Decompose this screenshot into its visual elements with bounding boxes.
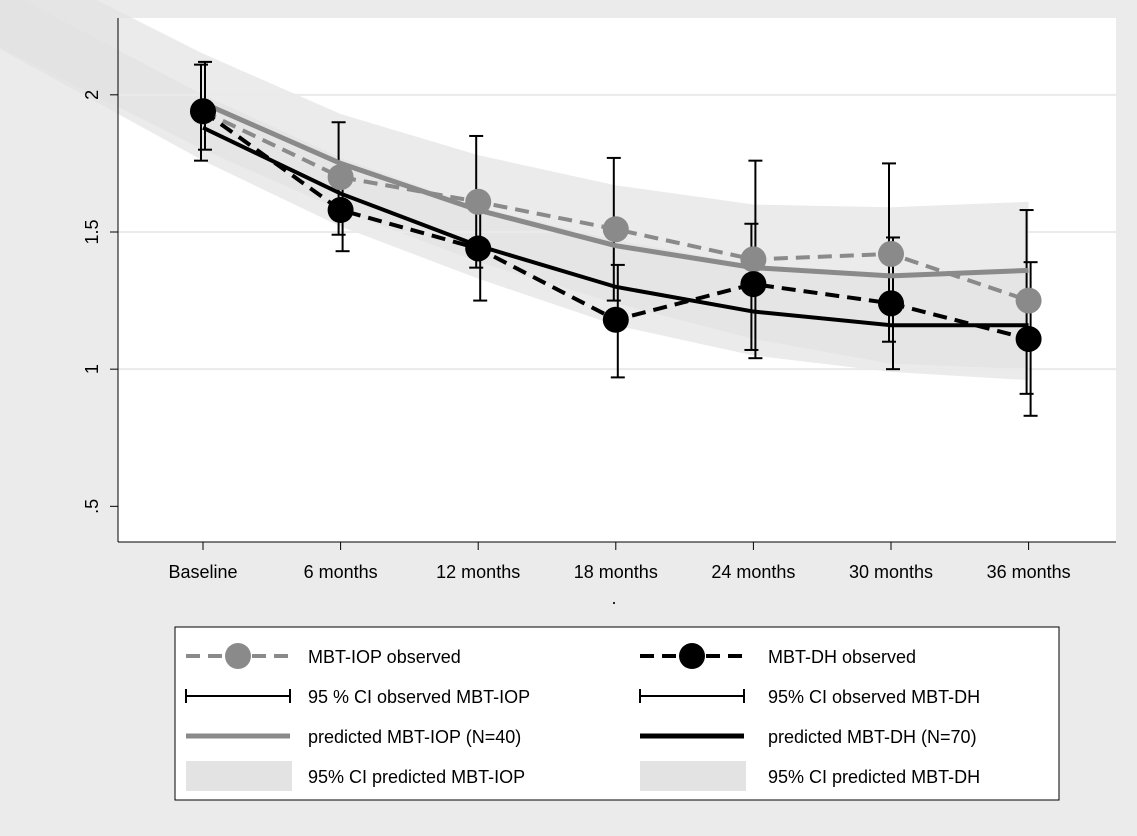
y-tick-label: .5 — [82, 499, 102, 514]
y-tick-label: 1.5 — [82, 219, 102, 244]
legend-item-predicted-iop: predicted MBT-IOP (N=40) — [186, 727, 521, 747]
legend-key-swatch — [640, 761, 746, 791]
legend-item-ci_observed-iop: 95 % CI observed MBT-IOP — [185, 687, 530, 707]
legend-key-marker — [679, 643, 705, 669]
marker-dh-5 — [878, 290, 904, 317]
marker-dh-3 — [602, 306, 629, 333]
x-tick-label: 12 months — [436, 562, 520, 582]
legend-label: MBT-DH observed — [768, 647, 916, 667]
marker-iop-1 — [327, 164, 354, 191]
x-tick-label: 6 months — [304, 562, 378, 582]
legend-label: 95 % CI observed MBT-IOP — [308, 687, 530, 707]
y-axis: .5 1 1.5 2 — [82, 18, 119, 542]
predicted-line-iop — [201, 100, 1029, 279]
marker-dh-4 — [740, 271, 767, 298]
marker-dh-1 — [327, 197, 354, 224]
marker-iop-2 — [465, 188, 492, 215]
x-tick-label: 36 months — [987, 562, 1071, 582]
legend-label: 95% CI predicted MBT-DH — [768, 767, 980, 787]
legend-box — [174, 626, 1060, 801]
legend-key-swatch — [186, 761, 292, 791]
marker-iop-5 — [878, 240, 904, 267]
legend-item-ci_predicted-iop: 95% CI predicted MBT-IOP — [186, 761, 525, 791]
legend-item-observed-iop: MBT-IOP observed — [186, 643, 461, 669]
y-tick-label: 1 — [82, 364, 102, 374]
marker-dh-0 — [190, 98, 216, 125]
plot-area — [0, 0, 1116, 542]
legend-label: predicted MBT-IOP (N=40) — [308, 727, 521, 747]
predicted-line-dh — [202, 125, 1029, 328]
marker-iop-4 — [740, 246, 767, 273]
legend-label: 95% CI predicted MBT-IOP — [308, 767, 525, 787]
marker-iop-3 — [602, 216, 629, 243]
plot-content — [0, 0, 1116, 417]
legend-label: predicted MBT-DH (N=70) — [768, 727, 977, 747]
x-tick-label: 24 months — [711, 562, 795, 582]
legend-item-ci_observed-dh: 95% CI observed MBT-DH — [639, 687, 980, 707]
legend-key-marker — [225, 643, 251, 669]
legend-item-predicted-dh: predicted MBT-DH (N=70) — [640, 727, 977, 747]
x-tick-label: 30 months — [849, 562, 933, 582]
y-tick-label: 2 — [82, 90, 102, 100]
legend-item-observed-dh: MBT-DH observed — [640, 643, 916, 669]
marker-dh-6 — [1015, 325, 1042, 352]
legend-label: MBT-IOP observed — [308, 647, 461, 667]
x-axis-label: . — [611, 588, 616, 608]
legend-item-ci_predicted-dh: 95% CI predicted MBT-DH — [640, 761, 980, 791]
x-tick-label: Baseline — [168, 562, 237, 582]
legend-label: 95% CI observed MBT-DH — [768, 687, 980, 707]
marker-iop-6 — [1015, 287, 1042, 314]
x-tick-label: 18 months — [574, 562, 658, 582]
x-axis: Baseline 6 months 12 months 18 months 24 mon… — [118, 541, 1116, 582]
legend: MBT-IOP observed MBT-DH observed 95 % CI o… — [174, 626, 1060, 801]
marker-dh-2 — [465, 235, 492, 262]
